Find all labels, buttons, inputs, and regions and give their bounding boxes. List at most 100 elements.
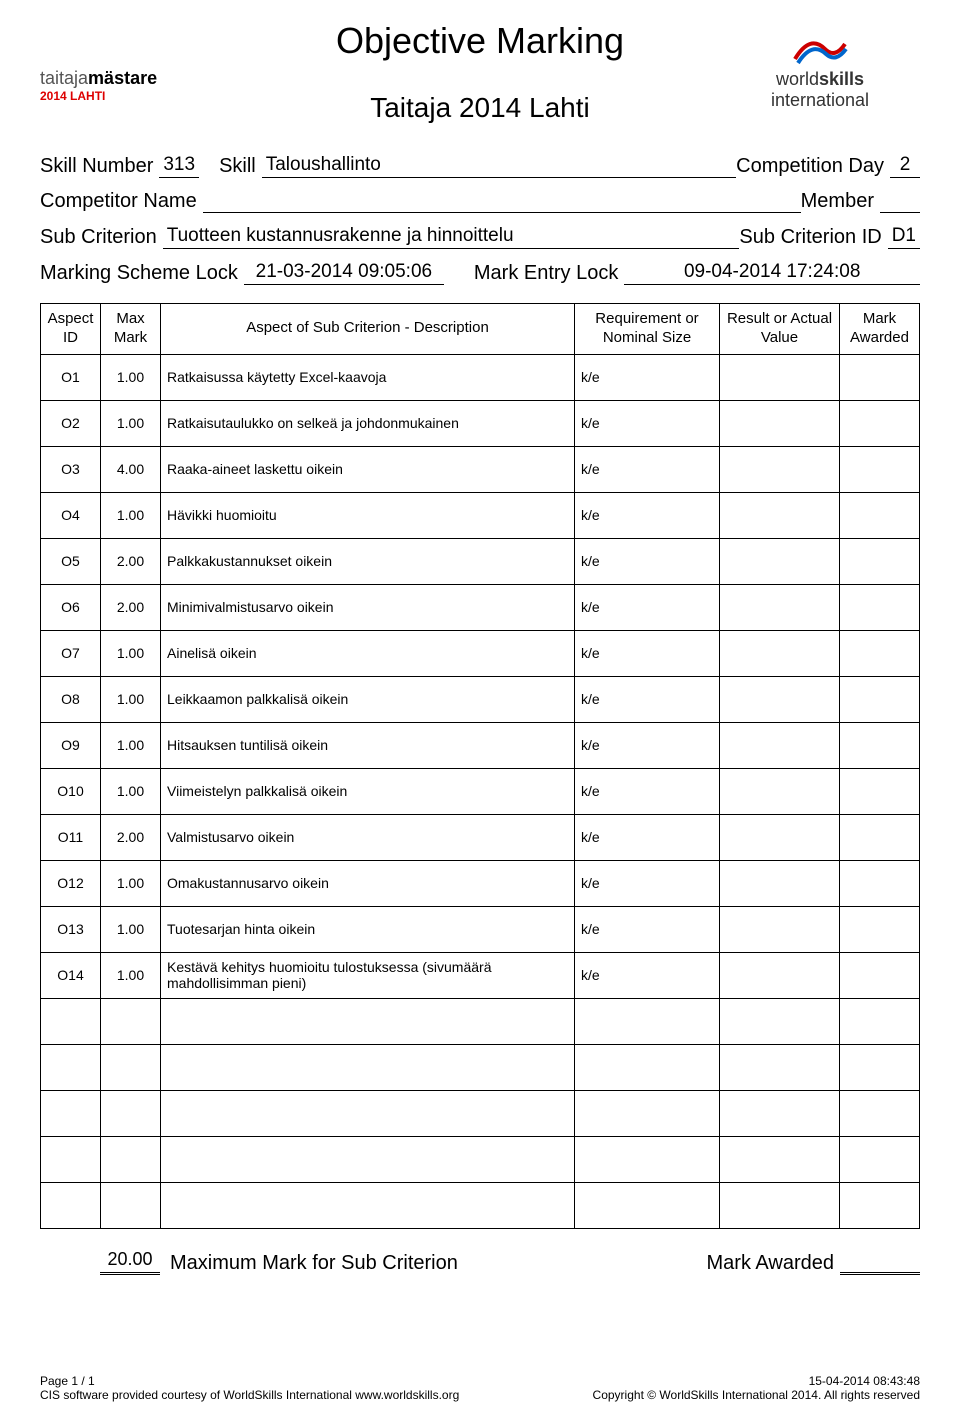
comp-day-label: Competition Day [736,155,884,178]
cell-desc: Ratkaisussa käytetty Excel-kaavoja [161,354,575,400]
cell-res [720,538,840,584]
cell-awd [840,676,920,722]
cell-awd [840,860,920,906]
cell-desc: Minimivalmistusarvo oikein [161,584,575,630]
th-max: Max Mark [101,304,161,355]
cell-res [720,446,840,492]
table-row: O121.00Omakustannusarvo oikeink/e [41,860,920,906]
cell-req: k/e [575,722,720,768]
cell-max: 1.00 [101,722,161,768]
cell-req: k/e [575,400,720,446]
meta-row-skill: Skill Number 313 Skill Taloushallinto Co… [40,154,920,178]
titles: Objective Marking Taitaja 2014 Lahti [240,20,720,134]
cell-req: k/e [575,860,720,906]
cell-max: 1.00 [101,952,161,998]
cell-awd [840,492,920,538]
logo-ws-line2: international [771,90,869,111]
cell-id: O11 [41,814,101,860]
cell-id: O10 [41,768,101,814]
cell-awd [840,584,920,630]
cell-res [720,722,840,768]
worldskills-icon [790,29,850,69]
msl-label: Marking Scheme Lock [40,262,238,285]
cell-req: k/e [575,814,720,860]
footer-provided: CIS software provided courtesy of WorldS… [40,1388,459,1402]
table-row: O71.00Ainelisä oikeink/e [41,630,920,676]
table-row: O62.00Minimivalmistusarvo oikeink/e [41,584,920,630]
meta-block: Skill Number 313 Skill Taloushallinto Co… [40,154,920,285]
competitor-value [203,211,801,213]
max-mark-label: Maximum Mark for Sub Criterion [170,1252,458,1275]
cell-id: O14 [41,952,101,998]
th-res: Result or Actual Value [720,304,840,355]
cell-id: O6 [41,584,101,630]
logo-text-light: taitaja [40,68,88,88]
skill-label: Skill [219,155,256,178]
member-label: Member [801,190,874,213]
cell-req: k/e [575,906,720,952]
subcrit-id-label: Sub Criterion ID [739,226,881,249]
cell-res [720,768,840,814]
cell-desc: Raaka-aineet laskettu oikein [161,446,575,492]
subcrit-id-value: D1 [888,225,920,249]
cell-awd [840,814,920,860]
cell-awd [840,768,920,814]
cell-desc: Ratkaisutaulukko on selkeä ja johdonmuka… [161,400,575,446]
cell-id: O3 [41,446,101,492]
footer: Page 1 / 1 15-04-2014 08:43:48 CIS softw… [40,1374,920,1402]
cell-id: O7 [41,630,101,676]
cell-id: O12 [41,860,101,906]
cell-max: 1.00 [101,630,161,676]
cell-desc: Omakustannusarvo oikein [161,860,575,906]
mark-awarded-value [840,1253,920,1275]
table-row: O112.00Valmistusarvo oikeink/e [41,814,920,860]
footer-page: Page 1 / 1 [40,1374,95,1388]
cell-awd [840,400,920,446]
cell-req: k/e [575,492,720,538]
cell-res [720,492,840,538]
cell-id: O4 [41,492,101,538]
skill-name-value: Taloushallinto [262,154,736,178]
mel-value: 09-04-2014 17:24:08 [624,261,920,285]
cell-max: 1.00 [101,492,161,538]
cell-max: 1.00 [101,906,161,952]
logo-taitaja-line2: 2014 LAHTI [40,89,105,103]
cell-req: k/e [575,630,720,676]
cell-desc: Viimeistelyn palkkalisä oikein [161,768,575,814]
cell-id: O2 [41,400,101,446]
cell-req: k/e [575,538,720,584]
cell-awd [840,722,920,768]
cell-desc: Leikkaamon palkkalisä oikein [161,676,575,722]
table-row: O91.00Hitsauksen tuntilisä oikeink/e [41,722,920,768]
table-row: O141.00Kestävä kehitys huomioitu tulostu… [41,952,920,998]
skill-number-label: Skill Number [40,155,153,178]
cell-res [720,860,840,906]
cell-res [720,630,840,676]
competitor-label: Competitor Name [40,190,197,213]
table-row: O21.00Ratkaisutaulukko on selkeä ja johd… [41,400,920,446]
cell-desc: Valmistusarvo oikein [161,814,575,860]
footer-timestamp: 15-04-2014 08:43:48 [809,1374,920,1388]
table-row-empty [41,1182,920,1228]
logo-ws-word1: world [776,69,819,89]
totals-row: 20.00 Maximum Mark for Sub Criterion Mar… [40,1249,920,1275]
logo-text-bold: mästare [88,68,157,88]
cell-desc: Tuotesarjan hinta oikein [161,906,575,952]
logo-ws-line1: worldskills [776,69,864,90]
cell-id: O13 [41,906,101,952]
cell-res [720,676,840,722]
aspects-body: O11.00Ratkaisussa käytetty Excel-kaavoja… [41,354,920,1228]
cell-res [720,584,840,630]
msl-value: 21-03-2014 09:05:06 [244,261,444,285]
meta-row-subcrit: Sub Criterion Tuotteen kustannusrakenne … [40,225,920,249]
cell-req: k/e [575,446,720,492]
cell-max: 2.00 [101,584,161,630]
table-row: O34.00Raaka-aineet laskettu oikeink/e [41,446,920,492]
cell-awd [840,630,920,676]
cell-max: 1.00 [101,860,161,906]
mel-label: Mark Entry Lock [474,262,618,285]
cell-req: k/e [575,952,720,998]
cell-awd [840,952,920,998]
cell-res [720,952,840,998]
footer-copyright: Copyright © WorldSkills International 20… [593,1388,920,1402]
